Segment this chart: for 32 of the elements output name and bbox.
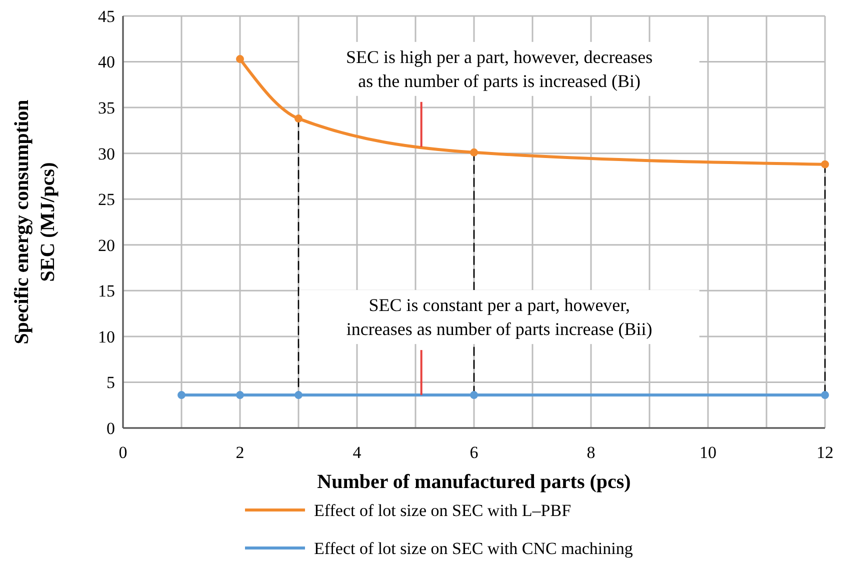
point — [236, 55, 244, 64]
y-tick-label: 20 — [98, 236, 115, 255]
x-tick-label: 4 — [352, 443, 362, 462]
legend-label: Effect of lot size on SEC with L–PBF — [314, 500, 572, 520]
point — [821, 391, 829, 400]
y-tick-label: 15 — [98, 282, 115, 301]
y-axis-title: Specific energy consumption SEC (MJ/pcs) — [11, 100, 59, 344]
x-tick-label: 0 — [118, 443, 128, 462]
point — [470, 148, 478, 156]
point — [294, 391, 302, 400]
y-tick-label: 5 — [106, 373, 115, 392]
annotation: SEC is constant per a part, however, increases as number of parts increase (Bii) — [346, 295, 652, 340]
x-tick-label: 6 — [470, 443, 478, 462]
point — [470, 391, 478, 400]
y-tick-label: 30 — [98, 144, 115, 164]
x-tick-label: 10 — [700, 443, 716, 462]
x-tick-label: 8 — [586, 443, 596, 462]
x-tick-label: 12 — [816, 443, 834, 462]
point — [236, 391, 244, 400]
x-tick-label: 2 — [236, 443, 244, 462]
point — [821, 160, 829, 168]
y-tick-label: 10 — [98, 327, 115, 346]
legend-label: Effect of lot size on SEC with CNC machining — [314, 538, 634, 558]
annotation: SEC is high per a part, however, decreases as the number of parts is increased (Bi) — [346, 46, 653, 91]
point — [294, 114, 302, 123]
y-tick-label: 45 — [98, 6, 115, 26]
y-tick-label: 35 — [98, 98, 115, 118]
y-tick-label: 0 — [106, 418, 115, 438]
x-axis-title: Number of manufactured parts (pcs) — [317, 471, 631, 493]
y-tick-label: 25 — [98, 190, 115, 210]
y-tick-label: 40 — [98, 52, 115, 72]
point — [178, 391, 186, 400]
